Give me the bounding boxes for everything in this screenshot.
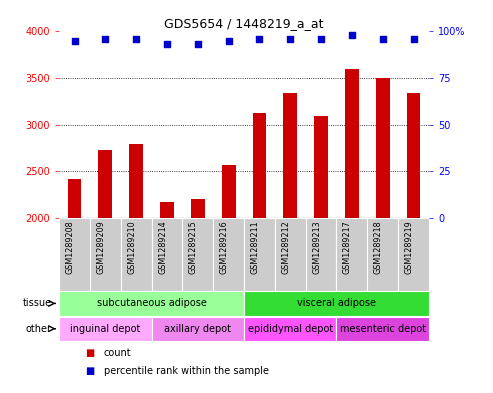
- Text: GSM1289208: GSM1289208: [66, 220, 74, 274]
- Bar: [222, 165, 236, 218]
- Text: GSM1289219: GSM1289219: [404, 220, 414, 274]
- Bar: [275, 218, 306, 291]
- Text: GSM1289212: GSM1289212: [281, 220, 290, 274]
- Text: GSM1289214: GSM1289214: [158, 220, 167, 274]
- Bar: [244, 218, 275, 291]
- Bar: [152, 218, 182, 291]
- Bar: [367, 218, 398, 291]
- Text: epididymal depot: epididymal depot: [247, 324, 333, 334]
- Bar: [191, 199, 205, 218]
- Bar: [121, 218, 152, 291]
- Point: [255, 36, 263, 42]
- Bar: [68, 178, 81, 218]
- Text: axillary depot: axillary depot: [164, 324, 231, 334]
- Point: [225, 38, 233, 44]
- Bar: [59, 291, 244, 316]
- Text: mesenteric depot: mesenteric depot: [340, 324, 426, 334]
- Text: GSM1289215: GSM1289215: [189, 220, 198, 274]
- Point: [163, 41, 171, 48]
- Text: GSM1289216: GSM1289216: [219, 220, 229, 274]
- Point: [70, 38, 78, 44]
- Bar: [152, 316, 244, 341]
- Bar: [244, 316, 336, 341]
- Text: visceral adipose: visceral adipose: [297, 298, 376, 309]
- Text: percentile rank within the sample: percentile rank within the sample: [104, 366, 269, 376]
- Text: GSM1289211: GSM1289211: [250, 220, 259, 274]
- Text: ■: ■: [85, 349, 94, 358]
- Bar: [336, 218, 367, 291]
- Bar: [182, 218, 213, 291]
- Bar: [129, 144, 143, 218]
- Bar: [407, 93, 421, 218]
- Text: other: other: [26, 324, 51, 334]
- Bar: [59, 316, 152, 341]
- Text: GSM1289217: GSM1289217: [343, 220, 352, 274]
- Bar: [306, 218, 336, 291]
- Bar: [99, 150, 112, 218]
- Bar: [213, 218, 244, 291]
- Point: [348, 32, 356, 38]
- Bar: [252, 113, 266, 218]
- Point: [317, 36, 325, 42]
- Point: [286, 36, 294, 42]
- Point: [194, 41, 202, 48]
- Point: [132, 36, 140, 42]
- Bar: [314, 116, 328, 218]
- Bar: [398, 218, 429, 291]
- Bar: [244, 291, 429, 316]
- Text: count: count: [104, 349, 131, 358]
- Point: [410, 36, 418, 42]
- Text: ■: ■: [85, 366, 94, 376]
- Text: GSM1289213: GSM1289213: [312, 220, 321, 274]
- Bar: [90, 218, 121, 291]
- Bar: [59, 218, 90, 291]
- Bar: [160, 202, 174, 218]
- Text: GSM1289210: GSM1289210: [127, 220, 136, 274]
- Text: subcutaneous adipose: subcutaneous adipose: [97, 298, 207, 309]
- Point: [102, 36, 109, 42]
- Point: [379, 36, 387, 42]
- Text: tissue: tissue: [22, 298, 51, 309]
- Bar: [345, 69, 359, 218]
- Text: inguinal depot: inguinal depot: [70, 324, 141, 334]
- Bar: [336, 316, 429, 341]
- Bar: [283, 93, 297, 218]
- Text: GSM1289209: GSM1289209: [96, 220, 106, 274]
- Title: GDS5654 / 1448219_a_at: GDS5654 / 1448219_a_at: [164, 17, 324, 30]
- Bar: [376, 78, 389, 218]
- Text: GSM1289218: GSM1289218: [374, 220, 383, 274]
